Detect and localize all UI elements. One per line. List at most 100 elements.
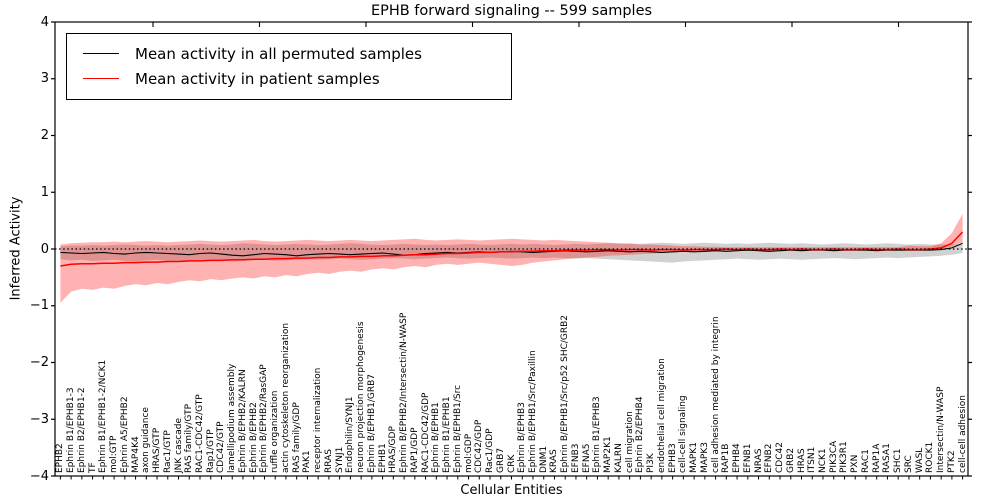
x-tick-label: EFNB3 bbox=[570, 443, 581, 474]
x-tick-label: RAP1/GDP bbox=[409, 427, 420, 473]
x-tick-label: EPHB2 bbox=[55, 443, 66, 473]
x-tick-label: cell-cell adhesion bbox=[957, 395, 968, 473]
x-tick-label: RRAS bbox=[323, 448, 334, 473]
x-tick-label: Ephrin B/EPHB1 bbox=[431, 402, 442, 473]
x-tick-label: ROCK1 bbox=[925, 441, 936, 473]
x-tick-label: Rap1/GTP bbox=[205, 429, 216, 473]
x-tick-label: Ephrin B1/EPHB1 bbox=[442, 396, 453, 473]
x-tick-label: neuron projection morphogenesis bbox=[356, 321, 367, 473]
x-tick-label: Rac1/GTP bbox=[162, 430, 173, 473]
y-tick-label: 2 bbox=[40, 128, 49, 143]
x-axis-label: Cellular Entities bbox=[460, 483, 563, 498]
x-tick-label: PIK3CA bbox=[828, 440, 839, 473]
x-tick-label: CRK bbox=[506, 454, 517, 473]
permuted-range-band bbox=[60, 242, 963, 263]
x-tick-label: MAP4K4 bbox=[130, 436, 141, 473]
x-tick-label: PIK3R1 bbox=[839, 441, 850, 473]
x-tick-label: EFNB1 bbox=[742, 443, 753, 474]
x-tick-label: ruffle organization bbox=[270, 390, 281, 473]
x-tick-label: JNK cascade bbox=[173, 417, 184, 473]
y-tick-label: 1 bbox=[40, 184, 49, 200]
x-tick-label: Ephrin B1/EPHB1-3 bbox=[66, 387, 77, 473]
x-tick-label: RAP1B bbox=[721, 443, 732, 473]
x-tick-label: SRC bbox=[903, 455, 914, 473]
x-tick-label: PTK2 bbox=[946, 450, 957, 473]
y-tick-label: −4 bbox=[29, 468, 49, 484]
x-tick-label: GRB2 bbox=[785, 447, 796, 473]
x-tick-label: Ephrin A5/EPHB2 bbox=[119, 396, 130, 473]
y-tick-label: 4 bbox=[40, 14, 49, 30]
x-tick-label: GRB7 bbox=[495, 447, 506, 473]
x-tick-label: cell migration bbox=[624, 411, 635, 473]
legend: Mean activity in all permuted samples Me… bbox=[66, 33, 512, 100]
x-tick-label: Ephrin B/EPHB2/Intersectin/N-WASP bbox=[399, 312, 410, 473]
x-tick-label: Intersectin/N-WASP bbox=[936, 386, 947, 473]
x-tick-label: lamellipodium assembly bbox=[227, 363, 238, 473]
x-tick-label: NCK1 bbox=[817, 448, 828, 473]
x-tick-label: KALRN bbox=[613, 443, 624, 473]
x-tick-label: MAPK3 bbox=[699, 442, 710, 473]
x-tick-label: Endophilin/SYNJ1 bbox=[345, 396, 356, 473]
x-tick-label: MAPK1 bbox=[689, 442, 700, 473]
patient-mean-line bbox=[60, 231, 964, 267]
x-tick-label: PI3K bbox=[646, 453, 657, 473]
x-tick-label: Ephrin B2/EPHB4 bbox=[635, 396, 646, 473]
x-tick-label: Ephrin B/EPHB2/RasGAP bbox=[259, 364, 270, 473]
y-tick-label: −3 bbox=[29, 411, 49, 427]
x-tick-label: RAP1A bbox=[871, 443, 882, 473]
legend-label: Mean activity in patient samples bbox=[135, 69, 380, 88]
x-tick-label: MAP2K1 bbox=[603, 436, 614, 473]
y-tick-label: −2 bbox=[29, 355, 49, 370]
x-tick-label: cell-cell signaling bbox=[678, 395, 689, 473]
x-tick-label: EPHB1 bbox=[377, 443, 388, 473]
legend-entry-permuted: Mean activity in all permuted samples bbox=[77, 41, 501, 66]
x-tick-label: SYNJ1 bbox=[334, 446, 345, 473]
x-tick-label: HRAS bbox=[796, 448, 807, 473]
x-tick-label: RASA1 bbox=[882, 443, 893, 473]
x-tick-label: SHC1 bbox=[893, 448, 904, 474]
permuted-line-sample-icon bbox=[83, 53, 119, 54]
x-tick-label: RAS family/GDP bbox=[291, 402, 302, 473]
x-tick-label: EPHB4 bbox=[732, 443, 743, 473]
x-tick-label: CDC42 bbox=[775, 442, 786, 473]
x-tick-label: KRAS bbox=[549, 449, 560, 473]
x-tick-label: Ephrin B2/EPHB1-2 bbox=[76, 387, 87, 473]
x-tick-label: receptor internalization bbox=[313, 367, 324, 473]
x-tick-label: Ephrin B/EPHB1/Src/Paxillin bbox=[527, 350, 538, 473]
x-tick-label: Ephrin B/EPHB2/KALRN bbox=[237, 369, 248, 473]
y-tick-label: −1 bbox=[29, 298, 49, 314]
x-tick-label: RAS family/GTP bbox=[184, 403, 195, 473]
x-tick-label: NRAS bbox=[753, 448, 764, 474]
x-tick-label: HRAS/GTP bbox=[152, 427, 163, 473]
x-tick-label: actin cytoskeleton reorganization bbox=[280, 322, 291, 473]
x-tick-label: mol:GTP bbox=[109, 435, 120, 473]
x-tick-label: RAC1-CDC42/GTP bbox=[195, 394, 205, 473]
x-tick-label: Ephrin B/EPHB2 bbox=[248, 402, 259, 473]
x-tick-label: EFNA5 bbox=[581, 443, 592, 473]
x-tick-label: DNM1 bbox=[538, 445, 549, 473]
x-tick-label: CDC42/GDP bbox=[474, 419, 485, 473]
x-tick-label: CDC42/GTP bbox=[216, 421, 227, 473]
x-tick-label: endothelial cell migration bbox=[656, 358, 667, 473]
x-tick-label: RAC1-CDC42/GDP bbox=[420, 392, 431, 473]
legend-label: Mean activity in all permuted samples bbox=[135, 44, 422, 63]
x-tick-label: axon guidance bbox=[141, 407, 152, 473]
x-tick-label: Ephrin B1/EPHB1-2/NCK1 bbox=[98, 359, 109, 473]
x-tick-label: Ephrin B1/EPHB3 bbox=[592, 396, 603, 473]
chart-title: EPHB forward signaling -- 599 samples bbox=[370, 3, 653, 19]
x-tick-label: WASL bbox=[914, 447, 925, 473]
x-tick-label: Ephrin B/EPHB1/GRB7 bbox=[366, 373, 377, 473]
x-tick-label: cell adhesion mediated by integrin bbox=[710, 316, 721, 473]
x-tick-label: Rac1/GDP bbox=[485, 428, 496, 473]
x-tick-label: HRAS/GDP bbox=[388, 426, 399, 473]
x-tick-label: TF bbox=[87, 462, 98, 473]
x-tick-label: Ephrin B/EPHB1/Src bbox=[452, 384, 463, 473]
legend-entry-patient: Mean activity in patient samples bbox=[77, 66, 501, 91]
x-tick-label: RAC1 bbox=[860, 449, 871, 473]
patient-line-sample-icon bbox=[83, 78, 119, 79]
y-tick-label: 3 bbox=[40, 71, 49, 87]
x-tick-label: Ephrin B/EPHB3 bbox=[517, 402, 528, 473]
x-tick-label: PAK1 bbox=[302, 450, 313, 473]
